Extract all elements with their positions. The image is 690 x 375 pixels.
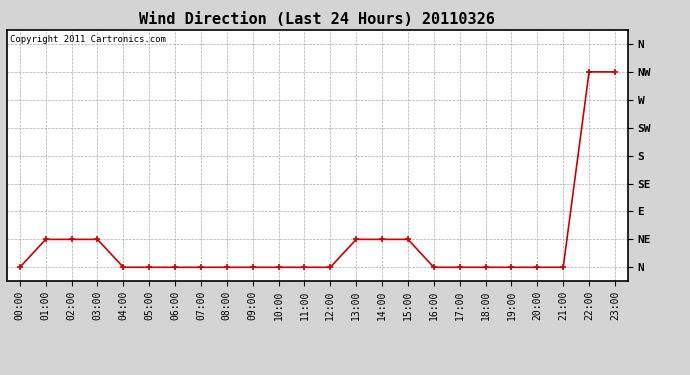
Title: Wind Direction (Last 24 Hours) 20110326: Wind Direction (Last 24 Hours) 20110326 xyxy=(139,12,495,27)
Text: Copyright 2011 Cartronics.com: Copyright 2011 Cartronics.com xyxy=(10,35,166,44)
